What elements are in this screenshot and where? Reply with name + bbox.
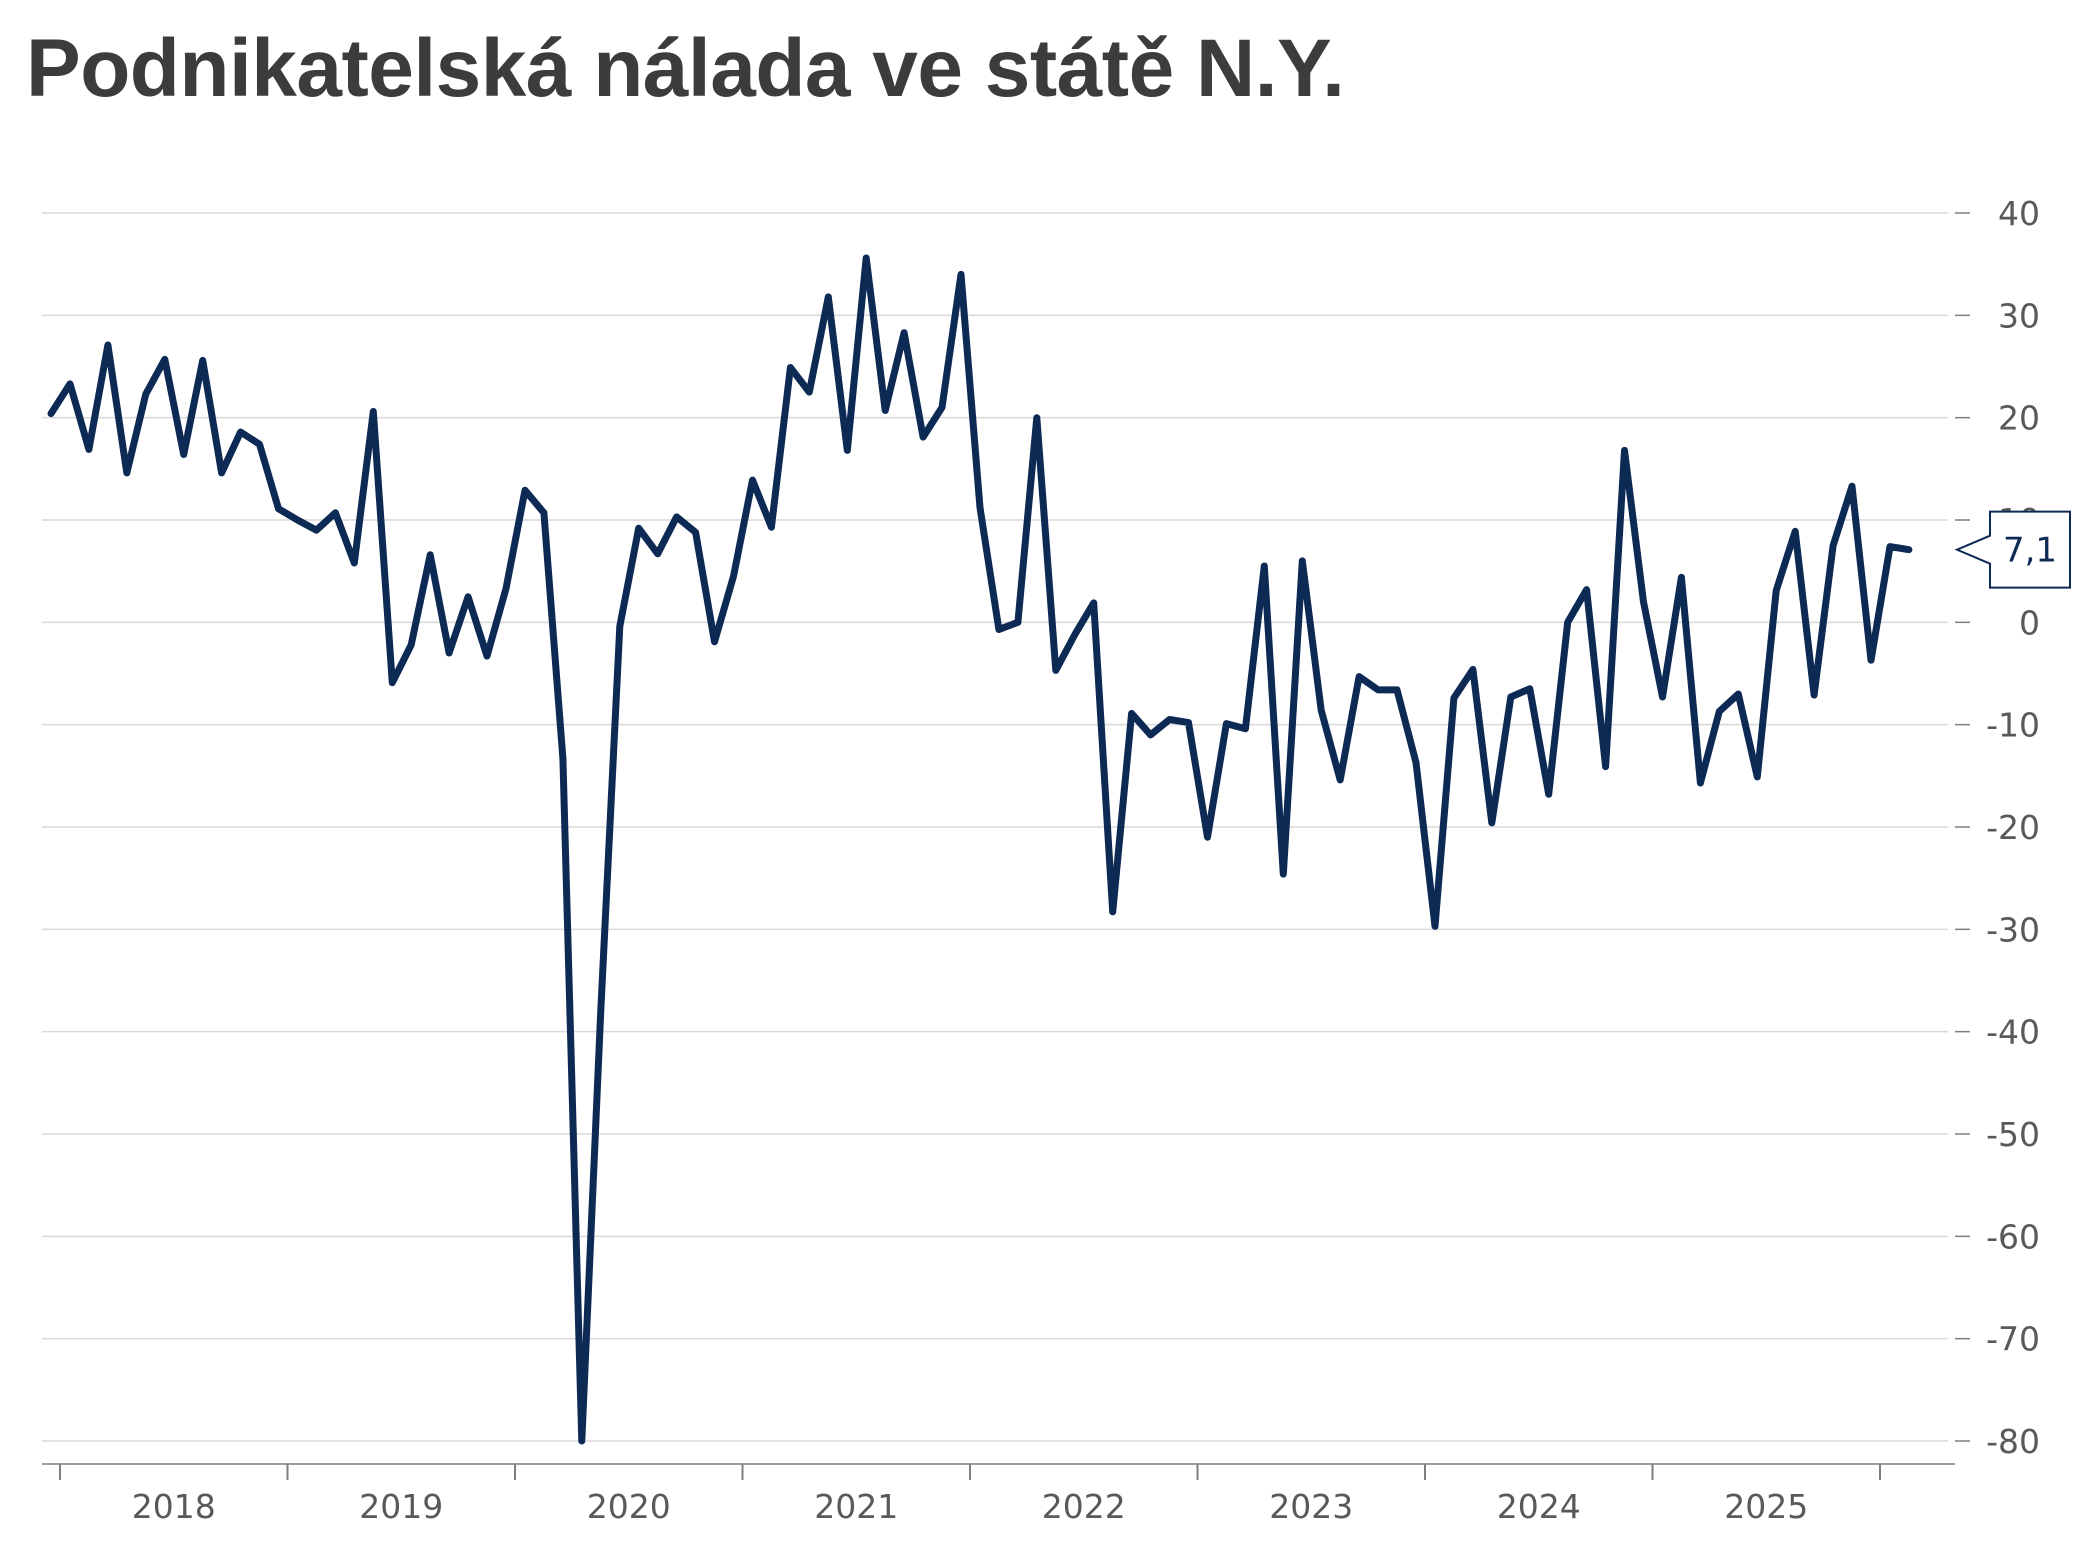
y-tick-label: -30 (1986, 910, 2040, 949)
gridlines (42, 212, 1948, 1442)
y-tick-label: 40 (1998, 194, 2040, 233)
y-axis: 403020100-10-20-30-40-50-60-70-80 (1955, 194, 2040, 1461)
x-tick-label: 2021 (814, 1487, 898, 1526)
y-tick-label: -70 (1986, 1320, 2040, 1359)
callout-box (1954, 510, 2071, 589)
x-tick-label: 2022 (1042, 1487, 1126, 1526)
x-tick-label: 2024 (1497, 1487, 1581, 1526)
x-tick-label: 2020 (587, 1487, 671, 1526)
x-tick-label: 2025 (1724, 1487, 1808, 1526)
x-tick-label: 2018 (132, 1487, 216, 1526)
x-tick-label: 2019 (359, 1487, 443, 1526)
last-value-label: 7,1 (2003, 531, 2057, 571)
y-tick-label: -20 (1986, 808, 2040, 847)
series-line (47, 254, 1913, 1445)
x-axis: 2018 2019 2020 2021 2022 2023 2024 2025 (42, 1463, 1955, 1526)
y-tick-label: 30 (1998, 296, 2040, 335)
y-tick-label: 20 (1998, 399, 2040, 438)
y-tick-label: -80 (1986, 1422, 2040, 1461)
y-tick-label: -10 (1986, 706, 2040, 745)
last-value-callout: 7,1 (1954, 510, 2071, 589)
x-tick-label: 2023 (1269, 1487, 1353, 1526)
y-tick-label: -60 (1986, 1217, 2040, 1256)
y-tick-label: 0 (2019, 603, 2040, 642)
y-tick-label: -40 (1986, 1013, 2040, 1052)
chart-title: Podnikatelská nálada ve státě N.Y. (26, 23, 1345, 114)
y-tick-label: -50 (1986, 1115, 2040, 1154)
